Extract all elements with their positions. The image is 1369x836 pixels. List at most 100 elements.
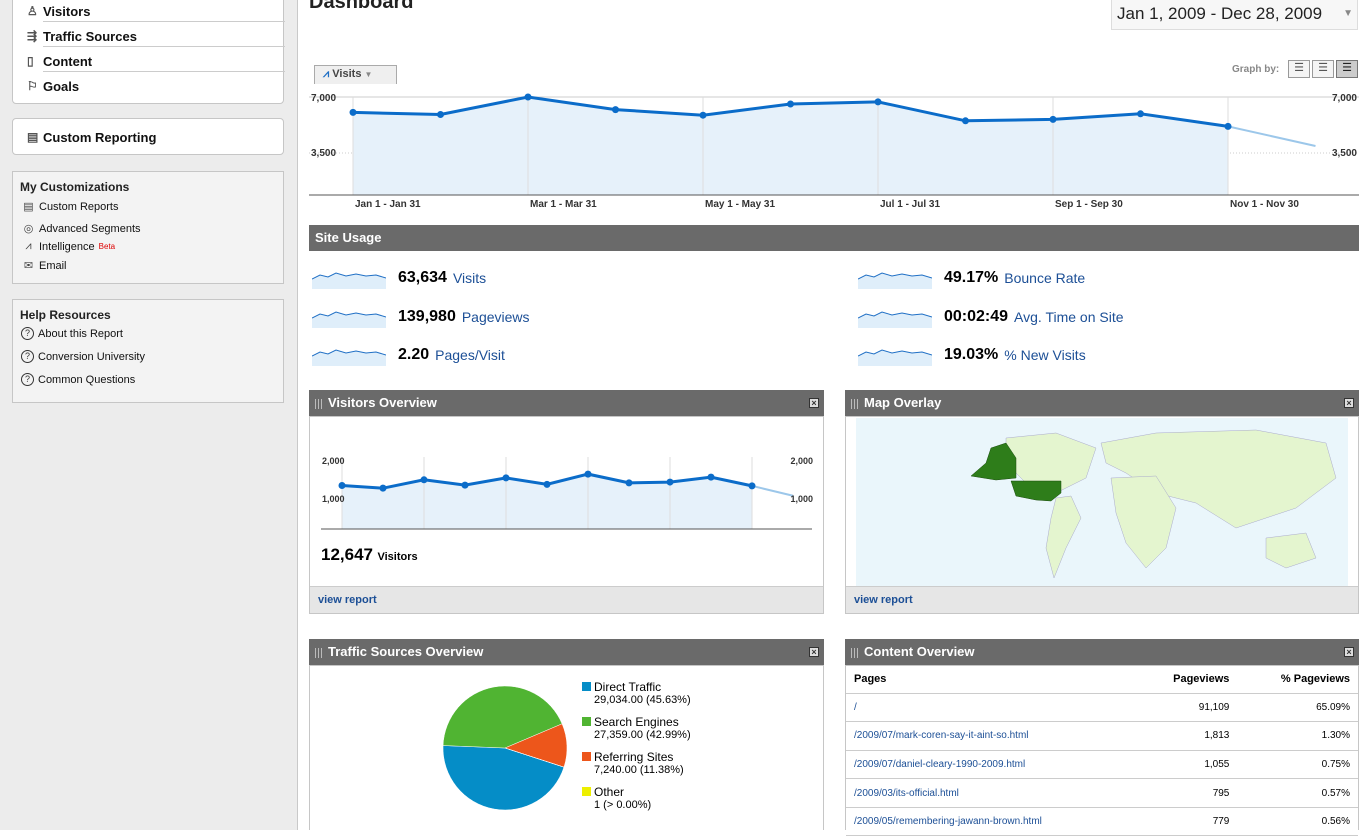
drag-handle-icon[interactable] — [851, 647, 859, 658]
email-link[interactable]: ✉ Email — [21, 259, 67, 273]
graph-by-month-button[interactable]: ☰ — [1336, 60, 1358, 78]
page-link[interactable]: /2009/03/its-official.html — [854, 787, 959, 799]
visitors-total: 12,647 Visitors — [321, 545, 418, 565]
common-questions-link[interactable]: ? Common Questions — [21, 373, 135, 386]
custom-reporting-link[interactable]: ▤ Custom Reporting — [27, 126, 271, 148]
y-tick-label: 1,000 — [790, 494, 813, 504]
y-tick-label: 7,000 — [1332, 93, 1357, 104]
metric-dropdown-label: Visits — [332, 68, 362, 80]
nav-traffic-sources[interactable]: ⇶ Traffic Sources — [27, 25, 271, 47]
metric-link[interactable]: Bounce Rate — [1004, 270, 1086, 286]
column-header[interactable]: % Pageviews — [1237, 666, 1358, 694]
legend-label: Other — [594, 785, 625, 799]
metric-value: 2.20 — [398, 346, 430, 363]
my-customizations-panel: My Customizations ▤ Custom Reports ◎ Advan… — [12, 171, 284, 284]
widget-footer: view report — [310, 586, 823, 613]
page-link[interactable]: /2009/07/mark-coren-say-it-aint-so.html — [854, 730, 1029, 742]
close-icon[interactable]: × — [809, 647, 819, 657]
legend-detail: 7,240.00 (11.38%) — [594, 764, 684, 776]
advanced-segments-link[interactable]: ◎ Advanced Segments — [21, 222, 141, 236]
report-icon: ▤ — [23, 201, 34, 213]
sidebar: ♙ Visitors ⇶ Traffic Sources ▯ Content ⚐ Goa… — [0, 0, 298, 830]
close-icon[interactable]: × — [809, 398, 819, 408]
about-report-link[interactable]: ? About this Report — [21, 327, 123, 340]
legend-swatch — [582, 787, 591, 796]
legend-item: Search Engines 27,359.00 (42.99%) — [582, 715, 691, 741]
data-point — [612, 106, 619, 114]
legend-item: Other 1 (> 0.00%) — [582, 785, 651, 811]
visits-line-chart: 7,000 7,000 3,500 3,500 Jan 1 - Jan 31 Mar 1 … — [309, 93, 1359, 210]
data-point — [1049, 115, 1057, 123]
metric-0: 63,634 Visits — [312, 267, 486, 289]
data-point — [962, 117, 969, 125]
traffic-sources-pie-chart — [442, 685, 568, 811]
segments-icon: ◎ — [23, 223, 34, 235]
metric-link[interactable]: Visits — [452, 270, 487, 286]
data-point — [748, 482, 756, 490]
metric-dropdown[interactable]: ⩘ Visits ▼ — [314, 65, 397, 84]
chevron-down-icon: ▼ — [364, 70, 373, 79]
legend-label: Search Engines — [594, 715, 679, 729]
y-tick-label: 7,000 — [311, 93, 336, 104]
legend-detail: 1 (> 0.00%) — [594, 799, 652, 811]
page-link[interactable]: /2009/07/daniel-cleary-1990-2009.html — [854, 758, 1026, 770]
divider — [43, 21, 285, 22]
page-link[interactable]: / — [854, 701, 857, 713]
y-tick-label: 3,500 — [1332, 148, 1357, 159]
y-tick-label: 2,000 — [790, 456, 813, 466]
graph-by-week-button[interactable]: ☰ — [1312, 60, 1334, 78]
date-range-picker[interactable]: Jan 1, 2009 - Dec 28, 2009 ▼ — [1111, 0, 1358, 30]
widget-title: Visitors Overview — [328, 395, 437, 410]
chevron-down-icon: ▼ — [1343, 8, 1353, 19]
line-chart-icon: ⩘ — [323, 68, 330, 80]
link-label: Conversion University — [38, 350, 145, 363]
metric-2: 2.20 Pages/Visit — [312, 344, 505, 366]
widget-title: Map Overlay — [864, 395, 942, 410]
divider — [43, 46, 285, 47]
page-link[interactable]: /2009/05/remembering-jawann-brown.html — [854, 816, 1042, 828]
drag-handle-icon[interactable] — [315, 398, 323, 409]
x-tick-label: Nov 1 - Nov 30 — [1230, 199, 1299, 210]
link-label: Email — [39, 259, 67, 272]
nav-label: Custom Reporting — [43, 129, 157, 145]
pageviews-cell: 795 — [1134, 778, 1238, 808]
conversion-university-link[interactable]: ? Conversion University — [21, 350, 145, 363]
beta-badge: Beta — [98, 242, 116, 251]
data-point — [543, 480, 551, 488]
column-header[interactable]: Pageviews — [1134, 666, 1238, 694]
data-point — [625, 479, 633, 487]
traffic-sources-widget — [309, 665, 824, 830]
world-map[interactable] — [856, 418, 1348, 586]
link-label: About this Report — [38, 327, 123, 340]
metric-link[interactable]: Pageviews — [461, 309, 530, 325]
close-icon[interactable]: × — [1344, 398, 1354, 408]
intelligence-link[interactable]: ⩘ Intelligence Beta — [21, 240, 115, 253]
traffic-icon: ⇶ — [27, 29, 38, 43]
metric-link[interactable]: % New Visits — [1004, 347, 1086, 363]
help-icon: ? — [21, 327, 34, 340]
sparkline — [858, 311, 932, 328]
nav-visitors[interactable]: ♙ Visitors — [27, 0, 271, 22]
drag-handle-icon[interactable] — [851, 398, 859, 409]
data-point — [584, 470, 592, 478]
main-content: Dashboard Jan 1, 2009 - Dec 28, 2009 ▼ ⩘… — [299, 0, 1369, 836]
custom-reports-link[interactable]: ▤ Custom Reports — [21, 200, 118, 214]
drag-handle-icon[interactable] — [315, 647, 323, 658]
metric-link[interactable]: Pages/Visit — [435, 347, 505, 363]
traffic-sources-header: Traffic Sources Overview × — [309, 639, 824, 665]
pageviews-cell: 1,055 — [1134, 750, 1238, 780]
view-report-link[interactable]: view report — [854, 594, 913, 606]
close-icon[interactable]: × — [1344, 647, 1354, 657]
metric-4: 00:02:49 Avg. Time on Site — [858, 306, 1124, 328]
nav-goals[interactable]: ⚐ Goals — [27, 75, 271, 97]
metric-link[interactable]: Avg. Time on Site — [1014, 309, 1124, 325]
column-header[interactable]: Pages — [846, 666, 1135, 694]
y-tick-label: 1,000 — [322, 494, 345, 504]
nav-content[interactable]: ▯ Content — [27, 50, 271, 72]
graph-by-day-button[interactable]: ☰ — [1288, 60, 1310, 78]
view-report-link[interactable]: view report — [318, 594, 377, 606]
page-icon: ▯ — [27, 54, 34, 68]
percent-cell: 1.30% — [1237, 721, 1358, 751]
custom-reporting-box[interactable]: ▤ Custom Reporting — [12, 118, 284, 155]
table-row: /2009/07/daniel-cleary-1990-2009.html 1,0… — [846, 750, 1358, 780]
